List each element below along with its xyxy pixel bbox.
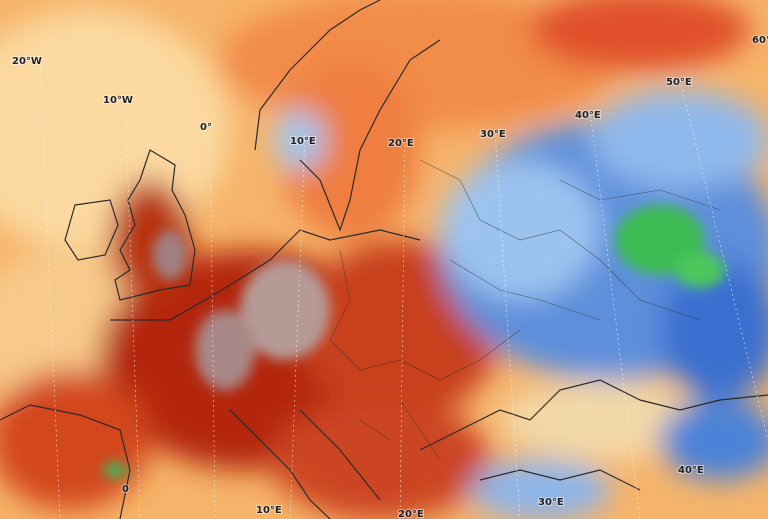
grid-label: 0: [122, 484, 129, 495]
grid-label: 30°E: [538, 497, 564, 508]
grid-label: 40°E: [678, 465, 704, 476]
grid-label: 60°: [752, 35, 768, 46]
borders: [329, 159, 721, 461]
graticule: [39, 59, 768, 519]
grid-label: 50°E: [666, 77, 692, 88]
extreme-field: [103, 205, 725, 478]
grid-label: 40°E: [575, 110, 601, 121]
grid-labels: 20°W 10°W 0° 10°E 20°E 30°E 40°E 50°E 60…: [11, 34, 768, 519]
grid-label: 0°: [200, 122, 212, 133]
grid-label: 10°W: [103, 95, 133, 106]
grid-label: 10°E: [290, 136, 316, 147]
grid-label: 20°E: [398, 509, 424, 519]
grid-label: 20°E: [388, 138, 414, 149]
grid-label: 20°W: [12, 56, 42, 67]
grid-label: 10°E: [256, 505, 282, 516]
grid-label: 30°E: [480, 129, 506, 140]
